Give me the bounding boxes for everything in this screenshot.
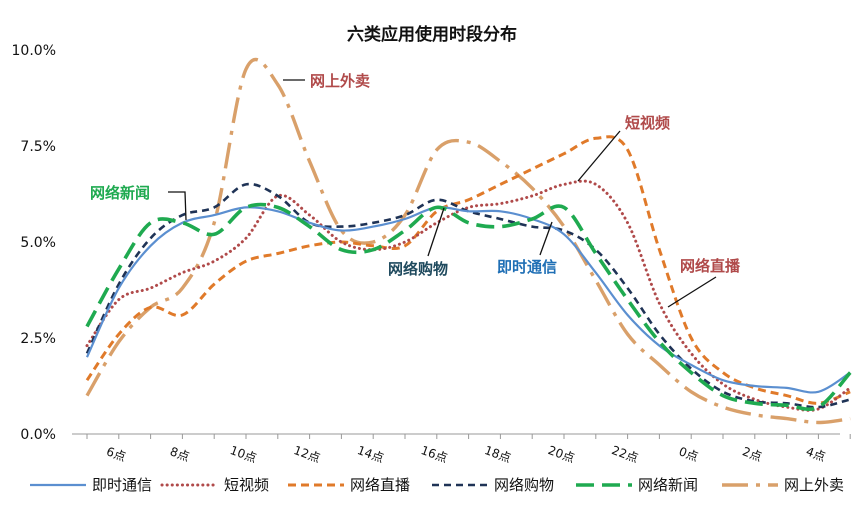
x-tick-label: 22点: [610, 443, 640, 465]
x-tick-label: 10点: [228, 443, 258, 465]
annotation-leader-line: [667, 276, 717, 308]
x-tick-label: 6点: [105, 444, 128, 464]
legend-label: 即时通信: [92, 476, 152, 494]
y-tick-label: 10.0%: [12, 43, 56, 59]
y-tick-label: 5.0%: [20, 235, 56, 251]
annotation-online-news: 网络新闻: [90, 184, 187, 221]
x-tick-label: 16点: [419, 443, 449, 465]
legend-label: 网络直播: [350, 476, 410, 494]
series-line-instant-messaging: [86, 206, 851, 394]
annotation-leader-line: [539, 221, 553, 256]
x-tick-label: 8点: [168, 444, 191, 464]
legend-label: 短视频: [224, 476, 269, 494]
annotation-online-shopping: 网络购物: [388, 207, 448, 278]
legend-label: 网络新闻: [638, 476, 698, 494]
annotation-instant-messaging: 即时通信: [497, 221, 557, 276]
legend-item-online-news: 网络新闻: [576, 476, 698, 494]
legend-item-instant-messaging: 即时通信: [30, 476, 152, 494]
x-tick-label: 14点: [355, 443, 385, 465]
y-tick-label: 0.0%: [20, 427, 56, 443]
annotation-leader-line: [168, 191, 187, 221]
series-line-short-video: [85, 179, 852, 412]
legend-item-short-video: 短视频: [160, 476, 269, 494]
annotation-label: 即时通信: [497, 258, 557, 276]
legend-item-online-shopping: 网络购物: [432, 476, 554, 494]
annotation-food-delivery: 网上外卖: [283, 72, 370, 90]
series-line-food-delivery: [85, 57, 851, 425]
annotation-label: 网络购物: [388, 260, 448, 278]
x-tick-label: 20点: [546, 443, 576, 465]
annotation-leader-line: [577, 130, 621, 182]
y-tick-label: 2.5%: [20, 331, 56, 347]
x-tick-label: 0点: [677, 444, 700, 464]
legend: 即时通信 短视频 网络直播 网络购物 网络新闻 网上外卖: [30, 476, 844, 494]
series-line-online-news: [85, 202, 852, 412]
x-tick-label: 2点: [741, 444, 764, 464]
annotation-label: 网络直播: [680, 257, 741, 275]
y-tick-label: 7.5%: [20, 139, 56, 155]
legend-label: 网上外卖: [784, 476, 844, 494]
annotation-label: 网络新闻: [90, 184, 150, 202]
x-tick-label: 12点: [292, 443, 322, 465]
annotation-leader-line: [427, 207, 445, 257]
legend-item-live-streaming: 网络直播: [288, 476, 410, 494]
series-line-live-streaming: [85, 135, 851, 405]
x-tick-label: 18点: [483, 443, 513, 465]
annotation-label: 短视频: [625, 114, 670, 132]
series-lines: [85, 57, 852, 425]
annotation-live-streaming: 网络直播: [667, 257, 741, 308]
x-tick-label: 4点: [804, 444, 827, 464]
annotation-short-video: 短视频: [577, 114, 670, 182]
legend-label: 网络购物: [494, 476, 554, 494]
annotation-label: 网上外卖: [310, 72, 370, 90]
legend-item-food-delivery: 网上外卖: [722, 476, 844, 494]
chart-title: 六类应用使用时段分布: [347, 24, 517, 45]
series-line-online-shopping: [85, 182, 851, 409]
